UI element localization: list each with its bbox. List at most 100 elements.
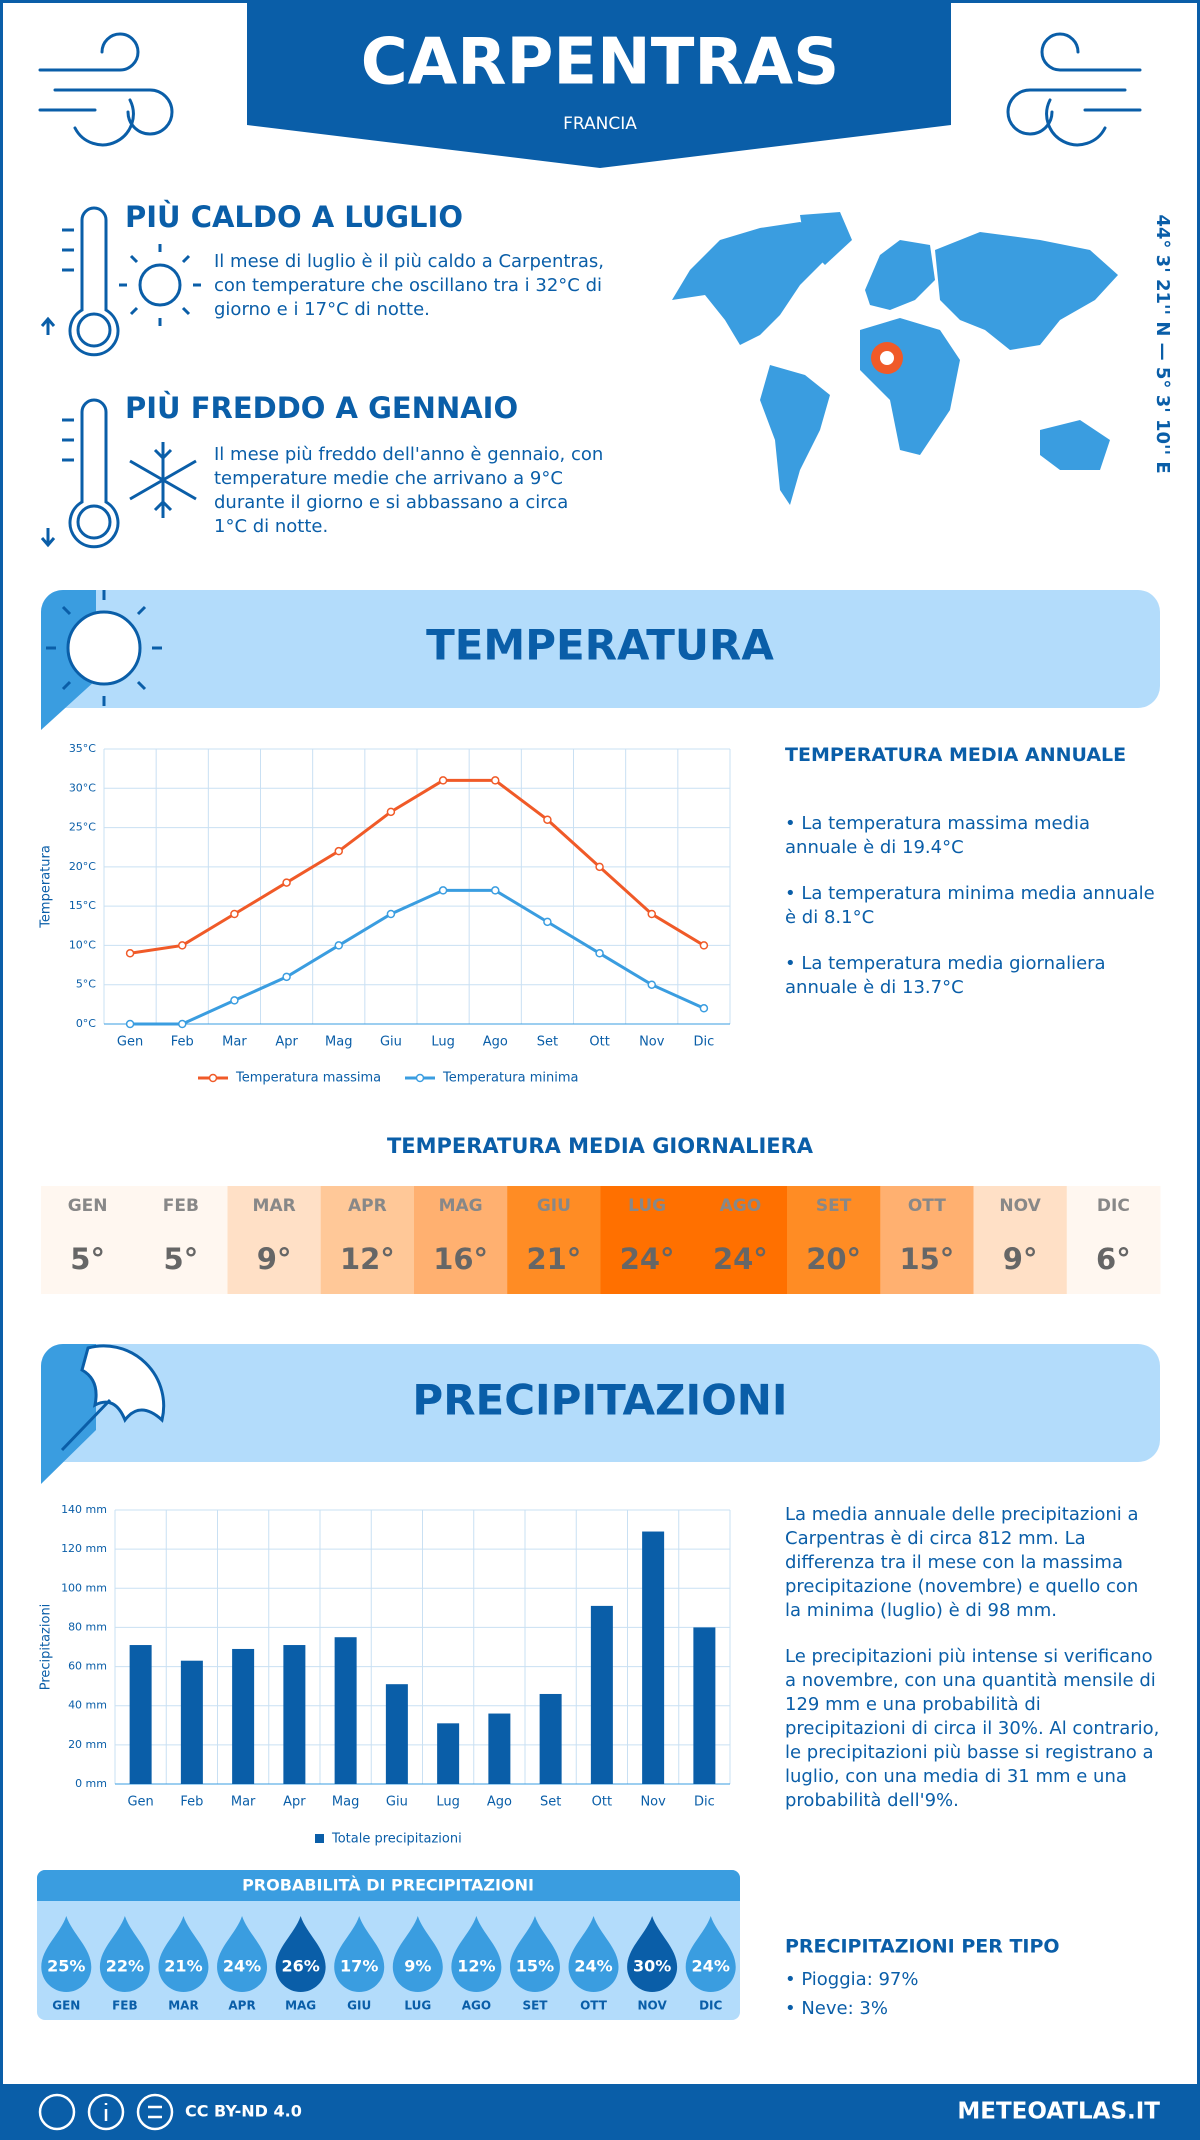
y-tick-label: 0 mm [75,1777,107,1790]
bar [334,1637,357,1784]
probability-box [37,1870,740,2020]
drop-value: 17% [340,1957,378,1976]
daily-value: 24° [620,1242,675,1276]
types-title: PRECIPITAZIONI PER TIPO [785,1936,1060,1958]
drop-month: MAR [168,1999,198,2013]
precipitation-banner [41,1344,1160,1462]
drop-month: SET [522,1999,548,2013]
point [595,862,604,872]
bar [232,1648,255,1784]
daily-month: MAR [253,1196,296,1216]
daily-value: 20° [806,1242,861,1276]
daily-value: 9° [1003,1242,1038,1276]
point [178,941,187,950]
x-tick-label: Lug [431,1035,455,1050]
x-tick-label: Ago [487,1795,512,1810]
drop [99,1916,150,1992]
daily-month: FEB [163,1196,199,1216]
daily-value: 12° [340,1242,395,1276]
daily-month: LUG [628,1196,666,1216]
bar [693,1627,716,1784]
precip-paragraph: La media annuale delle precipitazioni a … [785,1504,1139,1621]
daily-month: DIC [1097,1196,1130,1216]
daily-month: NOV [999,1196,1041,1216]
daily-month: SET [816,1196,852,1216]
y-tick-label: 15°C [69,899,96,912]
x-tick-label: Set [537,1035,558,1050]
bar [283,1645,306,1784]
x-tick-label: Gen [117,1035,143,1050]
bar [437,1723,460,1784]
x-tick-label: Nov [639,1035,665,1050]
legend-label: Temperatura massima [235,1071,381,1086]
footer [0,2084,1200,2140]
y-tick-label: 60 mm [68,1660,107,1673]
bar [590,1605,613,1784]
daily-title: TEMPERATURA MEDIA GIORNALIERA [387,1134,814,1158]
drop-value: 12% [457,1957,495,1976]
point [386,909,396,919]
bar [642,1531,665,1784]
x-tick-label: Mar [231,1795,256,1810]
hot-icon [40,206,201,357]
drop [275,1916,326,1992]
x-tick-label: Feb [180,1795,203,1810]
y-axis-label: Precipitazioni [39,1604,54,1691]
daily-value: 24° [713,1242,768,1276]
bar [180,1660,203,1784]
daily-value: 6° [1096,1242,1131,1276]
daily-month: AGO [720,1196,762,1216]
point [282,972,291,982]
point [178,1019,187,1029]
point [491,776,500,785]
wind-icon-right [1006,32,1142,147]
drop-month: AGO [462,1999,491,2013]
coordinates: 44° 3' 21'' N — 5° 3' 10'' E [1152,214,1173,473]
drop [568,1916,619,1992]
precip-text: La media annuale delle precipitazioni a … [785,1503,1160,1835]
x-tick-label: Set [540,1795,561,1810]
legend-swatch [315,1834,324,1843]
point [543,917,552,927]
drop-value: 24% [692,1957,730,1976]
daily-value: 15° [899,1242,954,1276]
umbrella-icon [60,1344,166,1452]
y-tick-label: 30°C [69,781,96,794]
x-tick-label: Ott [589,1035,609,1050]
annual-list: • La temperatura massima media annuale è… [785,812,1160,1022]
city-title: CARPENTRAS [361,26,840,100]
world-map [672,212,1118,505]
drop-month: OTT [580,1999,608,2013]
y-tick-label: 0°C [76,1017,96,1030]
coldest-text: Il mese più freddo dell'anno è gennaio, … [214,444,604,537]
daily-cell [320,1186,415,1294]
x-tick-label: Nov [640,1795,666,1810]
x-tick-label: Apr [275,1035,298,1050]
point [647,980,656,989]
legend-label: Totale precipitazioni [331,1832,462,1847]
series-line [130,888,705,1026]
drop [451,1916,502,1992]
drop-value: 30% [633,1957,671,1976]
point [438,886,448,895]
drop-value: 25% [47,1957,85,1976]
drop-value: 21% [164,1957,202,1976]
point [543,815,552,824]
point [699,1004,709,1013]
header-banner [247,0,951,168]
y-tick-label: 10°C [69,938,96,951]
legend-marker [415,1073,425,1083]
probability-title: PROBABILITÀ DI PRECIPITAZIONI [242,1876,534,1895]
temperature-banner [41,590,1160,708]
drop-value: 15% [516,1957,554,1976]
y-tick-label: 140 mm [61,1503,107,1516]
warmest-title: PIÙ CALDO A LUGLIO [125,200,463,234]
daily-month: GEN [68,1196,108,1216]
daily-cell [787,1186,881,1294]
site: METEOATLAS.IT [957,2099,1160,2125]
daily-cell [880,1186,974,1294]
y-tick-label: 25°C [69,821,96,834]
drop [509,1916,560,1992]
cold-icon [40,398,197,549]
